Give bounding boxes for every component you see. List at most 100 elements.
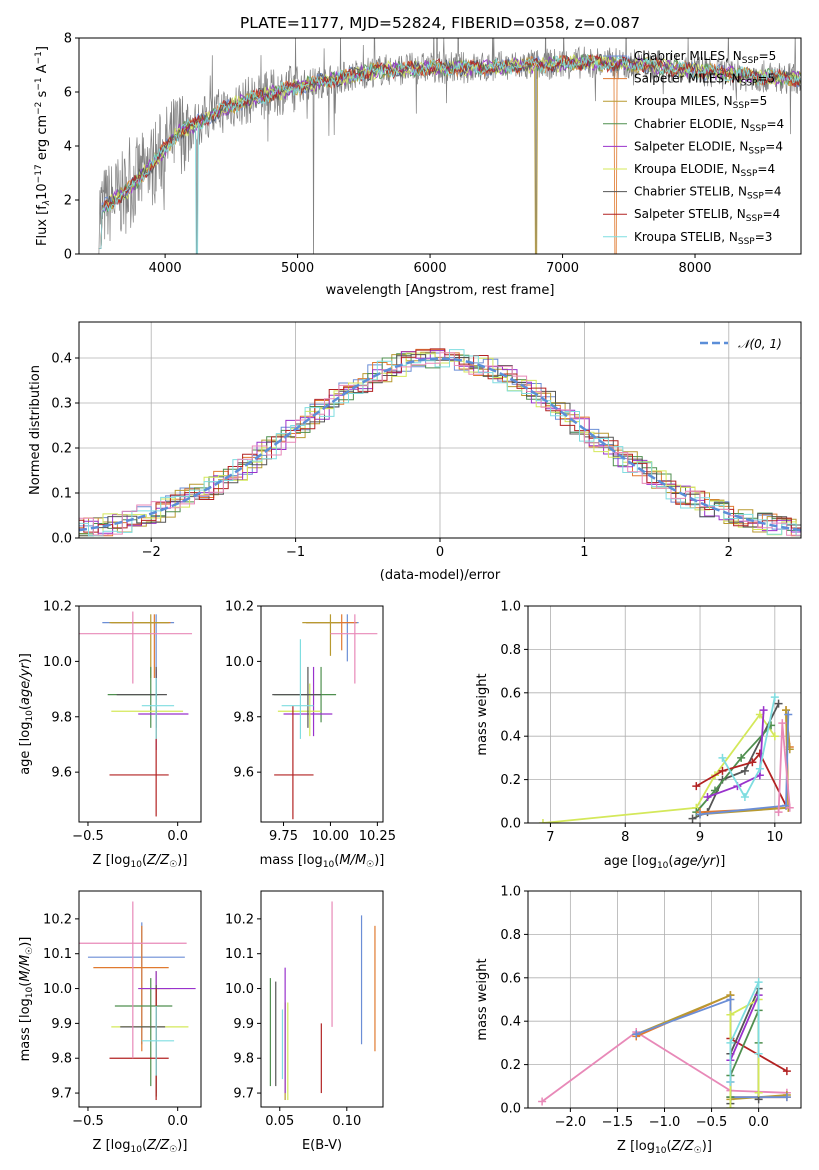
weight-marker	[538, 819, 547, 823]
label-run: mass [log	[18, 998, 33, 1061]
x-tick-label: 9	[696, 830, 704, 845]
x-tick-label: −1.0	[649, 1115, 681, 1130]
label-run: (	[142, 853, 147, 868]
weight-line	[542, 712, 776, 823]
error-bars	[269, 901, 376, 1101]
x-tick-label: 8000	[678, 261, 711, 276]
x-tick-label: −1	[286, 545, 305, 560]
spectrum-lines	[98, 38, 801, 254]
weight-marker	[774, 808, 783, 817]
label-run: (	[666, 1139, 671, 1154]
x-tick-label: 9.75	[269, 829, 298, 844]
weight-marker	[759, 706, 768, 715]
label-run: SSP	[741, 169, 758, 179]
label-run: Chabrier MILES, N	[634, 49, 742, 63]
weight-lines	[538, 693, 794, 823]
y-tick-label: 0.6	[500, 686, 521, 701]
label-run: age/yr	[673, 854, 716, 869]
weight-marker	[726, 995, 735, 1004]
error-bar-point	[141, 1005, 175, 1076]
weight-marker	[726, 1038, 735, 1047]
label-run: −1	[34, 51, 44, 64]
label-run: −2	[34, 102, 44, 115]
residual-histogram-panel: −2 −1 0 1 2 0.0 0.1 0.2 0.3 0.4 (data-model)/error…	[28, 321, 802, 583]
label-run: =5	[750, 94, 768, 108]
axes-frame	[78, 37, 802, 255]
y-tick-label: 10.1	[225, 947, 254, 962]
y-tick-label: 9.8	[233, 1052, 254, 1067]
weight-marker	[740, 766, 749, 775]
axes-frame	[78, 890, 202, 1108]
error-bar-point	[87, 922, 185, 1045]
axes-frame	[260, 605, 384, 823]
label-run: ]	[35, 46, 50, 51]
age-vs-mass-panel: 9.75 10.00 10.25 9.6 9.8 10.0 10.2 mass [log10(…	[225, 600, 396, 871]
weight-marker	[718, 753, 727, 762]
label-run: age [log	[604, 854, 657, 869]
x-tick-label: 5000	[281, 261, 314, 276]
label-run: SSP	[733, 101, 750, 111]
legend-entry: Kroupa STELIB, NSSP=3	[634, 230, 772, 247]
y-tick-label: 0.2	[500, 773, 521, 788]
y-tick-label: 10.1	[43, 947, 72, 962]
y-tick-label: 9.8	[51, 710, 72, 725]
y-axis-label: mass weight	[475, 958, 490, 1040]
label-run: (	[18, 982, 33, 987]
model-spectrum	[98, 53, 801, 250]
y-tick-label: 10.2	[225, 600, 254, 615]
label-run: A	[35, 64, 50, 77]
label-run: )]	[374, 853, 384, 868]
y-tick-label: 4	[64, 140, 72, 155]
y-tick-label: 9.6	[51, 766, 72, 781]
y-axis-label: mass [log10(M/M☉)]	[18, 937, 35, 1062]
label-run: )]	[18, 937, 33, 947]
label-run: −1	[34, 77, 44, 90]
x-tick-label: −0.5	[72, 1114, 104, 1129]
label-run: =3	[755, 230, 773, 244]
y-tick-label: 0	[64, 248, 72, 263]
weight-marker	[538, 1097, 547, 1106]
weight-series	[774, 719, 794, 817]
y-axis-label: mass weight	[475, 673, 490, 755]
weight-marker	[740, 792, 749, 801]
y-tick-label: 9.8	[51, 1052, 72, 1067]
weight-marker	[784, 710, 793, 719]
label-run: SSP	[748, 146, 765, 156]
spectrum-panel: 4000 5000 6000 7000 8000 0 2 4 6 8 PLATE=1177, MJD…	[34, 14, 802, 298]
label-run: SSP	[741, 79, 758, 89]
y-tick-label: 0.2	[500, 1058, 521, 1073]
weight-marker	[782, 1067, 791, 1076]
x-axis-label: wavelength [Angstrom, rest frame]	[326, 283, 555, 298]
error-bar-point	[114, 978, 173, 1087]
y-tick-label: 10.2	[43, 912, 72, 927]
y-tick-label: 0.0	[500, 1102, 521, 1117]
label-run: Flux [f	[35, 205, 50, 246]
label-run: −17	[34, 164, 44, 183]
label-run: age/yr	[18, 662, 33, 705]
weight-marker	[726, 1104, 735, 1108]
y-tick-label: 8	[64, 32, 72, 47]
model-spectrum	[98, 54, 801, 254]
legend-entry: Salpeter MILES, NSSP=5	[634, 72, 775, 89]
gaussian-curve	[79, 357, 801, 532]
legend-entry: 𝒩(0, 1)	[738, 337, 782, 351]
model-spectrum	[98, 54, 801, 250]
weight-marker	[754, 1049, 763, 1058]
label-run: 10	[657, 861, 669, 871]
y-tick-label: 0.1	[51, 487, 72, 502]
y-tick-label: 0.8	[500, 928, 521, 943]
label-run: ☉	[366, 860, 374, 870]
error-bar-point	[79, 901, 187, 1059]
y-tick-label: 9.6	[233, 766, 254, 781]
x-tick-label: −0.5	[696, 1115, 728, 1130]
weight-line	[729, 994, 760, 1082]
x-tick-label: −0.5	[72, 829, 104, 844]
histogram-steps	[79, 348, 801, 537]
label-run: (	[334, 853, 339, 868]
histogram-series	[79, 349, 801, 537]
error-bar-point	[306, 614, 359, 662]
error-bar-point	[141, 678, 175, 739]
